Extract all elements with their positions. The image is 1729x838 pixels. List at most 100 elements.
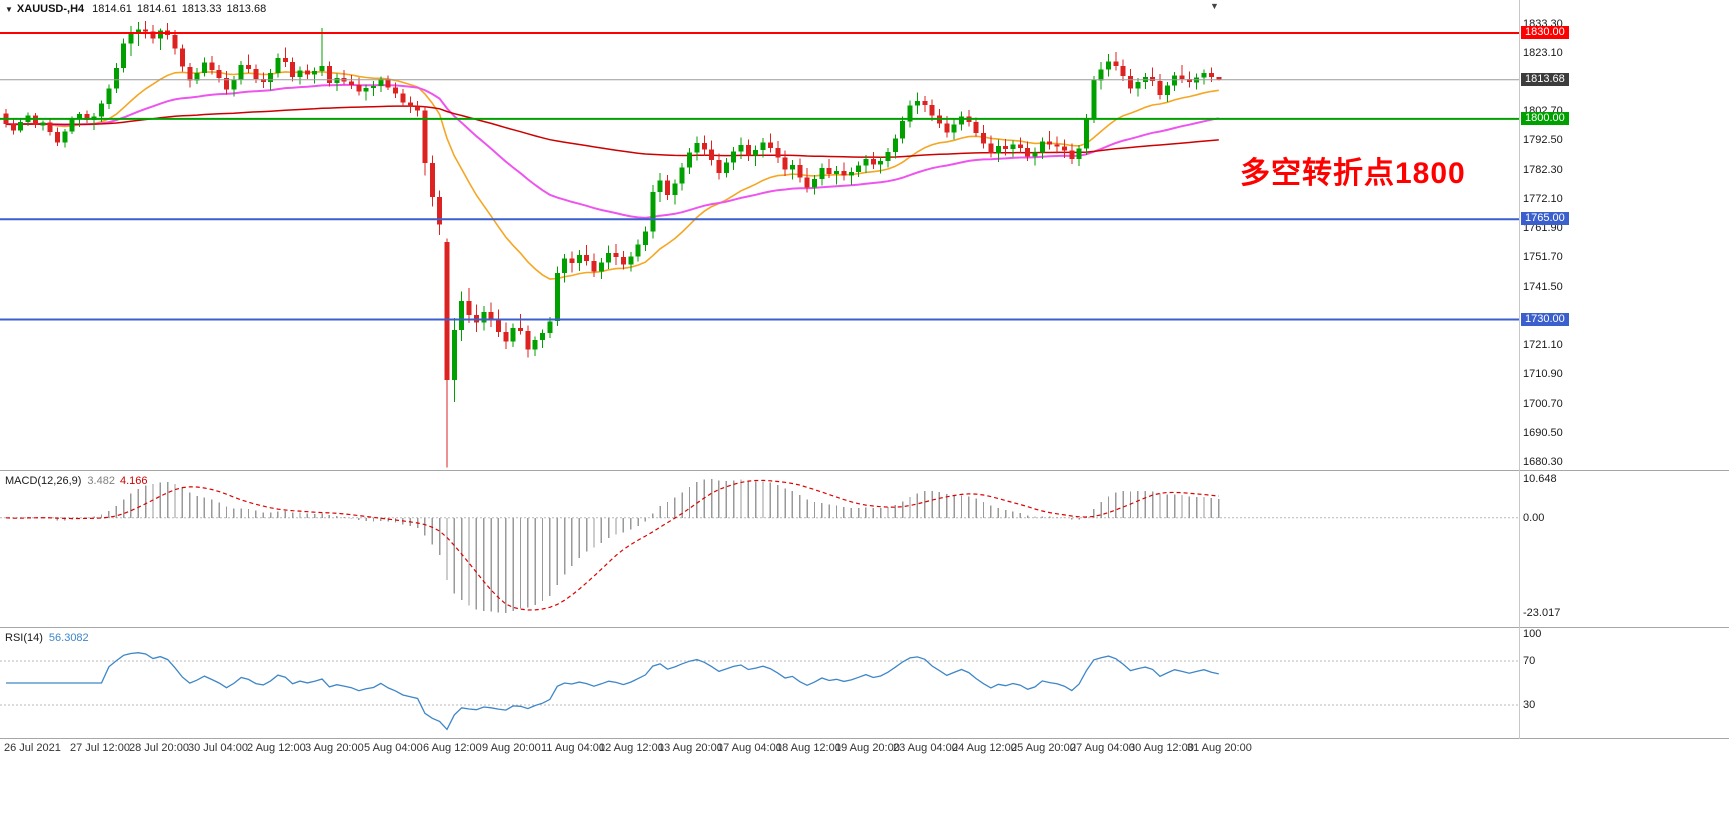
candle-body	[415, 106, 421, 111]
candle-body	[834, 170, 839, 174]
candle-body	[1201, 72, 1207, 78]
macd-axis-label: 10.648	[1523, 473, 1557, 485]
chart-shift-marker-icon[interactable]: ▼	[1210, 1, 1219, 11]
candle-body	[797, 164, 803, 178]
moving-average-line-21	[5, 70, 1219, 280]
candle-body	[290, 62, 296, 77]
price-axis-border	[1519, 0, 1520, 739]
price-tick-label: 1710.90	[1523, 368, 1563, 380]
candle-body	[922, 101, 928, 105]
high-value: 1814.61	[136, 3, 177, 15]
candle-body	[113, 67, 119, 89]
candle-body	[363, 88, 369, 92]
candle-body	[385, 79, 391, 88]
candle-body	[988, 143, 994, 154]
candle-body	[69, 119, 75, 132]
macd-histogram-layer	[12, 479, 1220, 613]
macd-axis-label: -23.017	[1523, 607, 1561, 619]
candle-body	[841, 170, 847, 176]
candle-body	[606, 253, 612, 263]
candle-body	[819, 167, 825, 180]
price-tick-label: 1690.50	[1523, 427, 1563, 439]
candle-body	[135, 29, 141, 34]
time-axis-label: 9 Aug 20:00	[482, 742, 541, 754]
candle-body	[584, 254, 590, 262]
time-axis-label: 30 Aug 12:00	[1129, 742, 1194, 754]
candle-body	[451, 330, 457, 380]
candle-body	[944, 123, 950, 133]
candle-body	[1164, 85, 1170, 95]
candle-body	[1186, 78, 1192, 83]
candle-body	[128, 33, 134, 44]
price-tick-label: 1761.90	[1523, 222, 1563, 234]
macd-main-value: 3.482	[87, 475, 115, 487]
price-axis: 1833.30 1823.10 1802.70 1792.50 1782.30 1772.…	[1520, 0, 1729, 838]
macd-signal-value: 4.166	[119, 475, 148, 487]
price-tick-label: 1721.10	[1523, 339, 1563, 351]
candle-body	[723, 162, 729, 173]
candle-body	[716, 160, 722, 173]
candle-body	[510, 327, 516, 342]
candle-body	[782, 157, 788, 170]
time-axis-label: 18 Aug 12:00	[776, 742, 841, 754]
candle-body	[393, 87, 398, 94]
candle-body	[789, 164, 795, 170]
candle-body	[77, 113, 82, 120]
price-tick-label: 1741.50	[1523, 281, 1563, 293]
candle-body	[657, 180, 663, 192]
candle-body	[914, 101, 920, 106]
candle-body	[253, 69, 259, 79]
candle-body	[642, 231, 648, 245]
price-level-badge: 1800.00	[1521, 112, 1569, 125]
candle-body	[826, 167, 832, 174]
candle-body	[371, 86, 376, 88]
rsi-axis-label: 30	[1523, 699, 1536, 711]
candle-body	[187, 66, 193, 81]
candle-body	[1054, 144, 1060, 147]
candle-body	[959, 116, 964, 125]
candle-body	[238, 64, 244, 80]
macd-axis-label: 0.00	[1523, 512, 1545, 524]
candle-body	[209, 62, 215, 70]
candle-body	[157, 30, 163, 39]
candle-body	[753, 150, 759, 156]
ma-lines-layer	[5, 70, 1219, 280]
time-axis-label: 26 Jul 2021	[4, 742, 61, 754]
macd-indicator-canvas[interactable]	[0, 471, 1519, 627]
chart-text-annotation[interactable]: 多空转折点1800	[1240, 157, 1466, 190]
candle-body	[929, 104, 935, 116]
candle-body	[32, 115, 38, 126]
candle-body	[1135, 82, 1141, 89]
price-level-badge: 1730.00	[1521, 313, 1569, 326]
price-level-badge: 1830.00	[1521, 26, 1569, 39]
candle-body	[863, 159, 869, 166]
candle-body	[40, 122, 46, 126]
candle-body	[444, 242, 450, 380]
candle-body	[422, 110, 428, 163]
time-axis-label: 19 Aug 20:00	[835, 742, 900, 754]
macd-indicator-label: MACD(12,26,9) 3.482 4.166	[5, 475, 147, 487]
rsi-indicator-canvas[interactable]	[0, 628, 1519, 738]
price-chart-canvas[interactable]	[0, 0, 1519, 470]
time-axis: 26 Jul 2021 27 Jul 12:00 28 Jul 20:00 30 Ju…	[0, 742, 1729, 762]
candle-body	[1172, 75, 1178, 86]
candle-body	[334, 78, 340, 83]
candle-body	[878, 161, 884, 165]
candle-body	[694, 143, 700, 153]
candle-body	[400, 93, 406, 103]
candle-body	[738, 145, 744, 152]
candle-body	[268, 72, 274, 82]
candle-body	[628, 256, 634, 265]
candle-body	[179, 48, 185, 67]
candle-body	[1157, 81, 1163, 95]
time-axis-label: 27 Jul 12:00	[70, 742, 130, 754]
candle-body	[576, 254, 582, 264]
candle-body	[1150, 76, 1156, 82]
candle-body	[1084, 118, 1089, 149]
candle-body	[1017, 144, 1023, 149]
candle-body	[687, 152, 692, 168]
collapse-arrow-icon[interactable]: ▼	[5, 5, 13, 14]
candle-body	[775, 147, 781, 158]
candle-body	[275, 57, 281, 73]
candle-body	[1076, 148, 1082, 160]
